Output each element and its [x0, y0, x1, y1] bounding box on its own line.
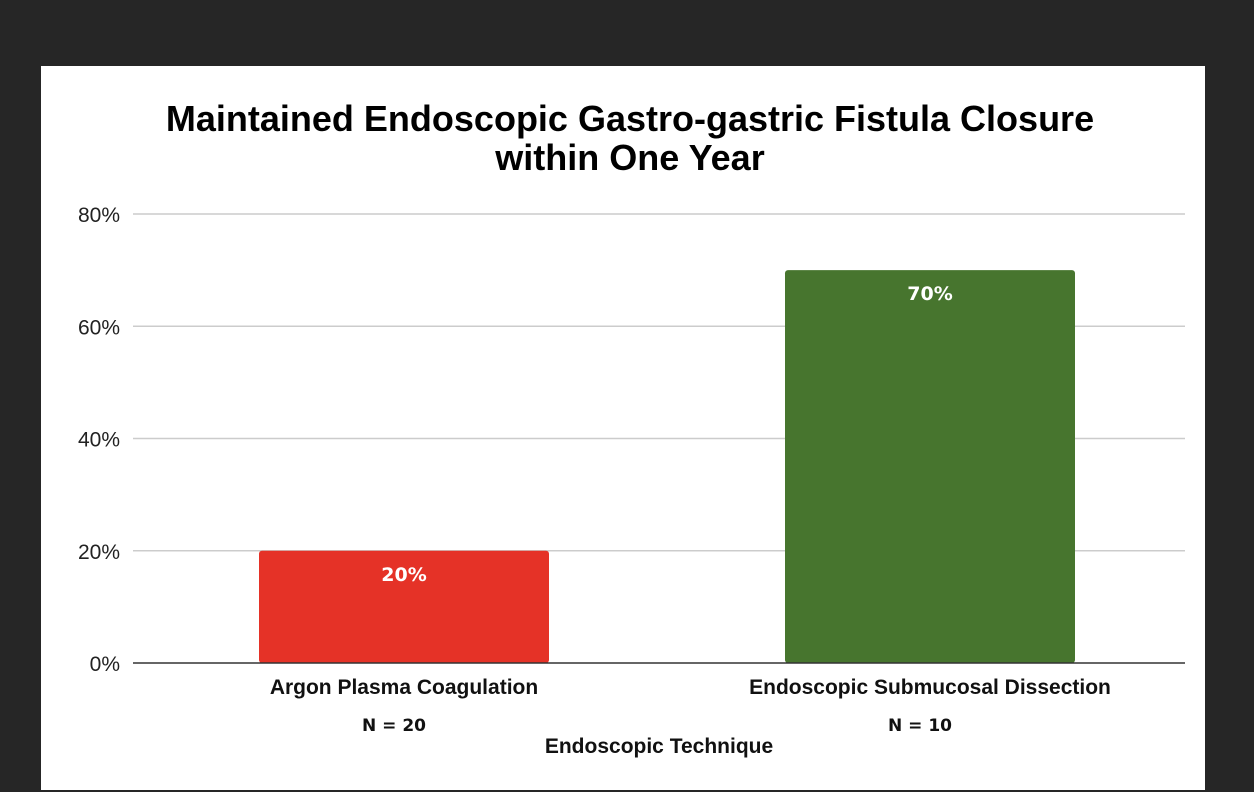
- y-tick-label: 80%: [78, 204, 120, 227]
- y-tick-label: 40%: [78, 429, 120, 452]
- x-axis-category-labels: Argon Plasma Coagulation Endoscopic Submu…: [270, 676, 1111, 699]
- y-tick-label: 60%: [78, 316, 120, 339]
- bar-value-label: 70%: [907, 283, 952, 305]
- sample-size-labels: N = 20 N = 10: [362, 716, 952, 736]
- sample-size-label: N = 20: [362, 716, 426, 736]
- bar: [785, 270, 1075, 663]
- x-tick-label: Endoscopic Submucosal Dissection: [749, 676, 1111, 699]
- y-tick-label: 20%: [78, 541, 120, 564]
- bar: [259, 550, 549, 663]
- bar-value-label: 20%: [381, 564, 426, 586]
- chart-title-line-1: Maintained Endoscopic Gastro-gastric Fis…: [166, 98, 1094, 139]
- x-tick-label: Argon Plasma Coagulation: [270, 676, 538, 699]
- x-axis-title: Endoscopic Technique: [545, 735, 773, 758]
- chart-title-line-2: within One Year: [494, 137, 764, 178]
- y-axis-tick-labels: 0% 20% 40% 60% 80%: [78, 204, 120, 676]
- bars: [259, 270, 1075, 663]
- bar-value-labels: 20% 70%: [381, 283, 952, 586]
- sample-size-label: N = 10: [888, 716, 952, 736]
- y-tick-label: 0%: [90, 653, 120, 676]
- chart-title: Maintained Endoscopic Gastro-gastric Fis…: [166, 98, 1094, 178]
